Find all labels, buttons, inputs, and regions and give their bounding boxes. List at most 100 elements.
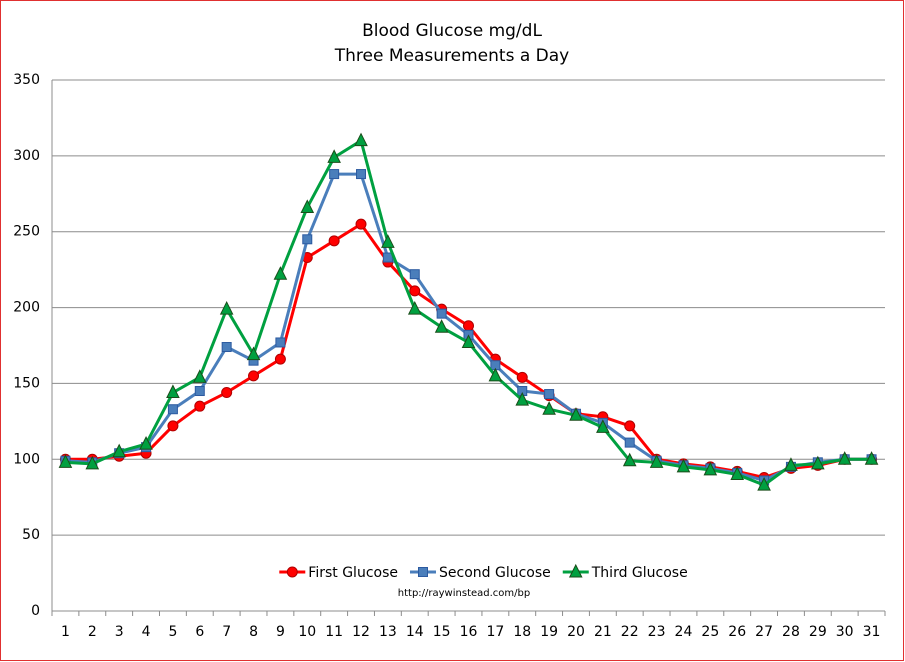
marker [624, 420, 636, 432]
marker [166, 384, 180, 399]
legend-item: First Glucose [279, 565, 398, 581]
legend: First Glucose Second Glucose Third Glucose [279, 563, 688, 581]
x-tick-label: 16 [460, 624, 478, 640]
marker [703, 461, 718, 476]
x-tick-label: 28 [782, 624, 800, 640]
marker [784, 457, 798, 471]
marker [167, 404, 178, 415]
marker [328, 235, 340, 247]
legend-item: Second Glucose [409, 565, 551, 581]
marker [515, 391, 530, 406]
x-tick-label: 29 [809, 624, 827, 640]
marker [407, 300, 422, 315]
marker [194, 386, 205, 397]
marker [649, 454, 664, 468]
x-tick-label: 30 [836, 624, 854, 640]
marker [461, 334, 476, 348]
marker [194, 400, 206, 412]
x-tick-label: 11 [325, 624, 343, 640]
marker [463, 320, 474, 332]
marker [286, 566, 298, 578]
marker [85, 455, 100, 470]
marker [409, 269, 420, 280]
marker [542, 401, 556, 415]
marker [221, 387, 233, 399]
y-tick-label: 200 [13, 300, 40, 316]
marker [329, 169, 340, 180]
x-tick-label: 25 [701, 624, 719, 640]
marker [381, 234, 395, 248]
marker [730, 466, 745, 480]
y-tick-label: 50 [22, 527, 40, 543]
marker [192, 369, 207, 383]
marker [596, 419, 610, 433]
x-tick-label: 17 [486, 624, 504, 640]
x-tick-label: 2 [88, 624, 97, 640]
marker [568, 563, 583, 578]
x-tick-label: 24 [675, 624, 693, 640]
marker [167, 420, 179, 432]
legend-label: First Glucose [308, 565, 398, 581]
marker [246, 346, 261, 361]
marker [676, 458, 691, 473]
marker [219, 300, 234, 315]
x-tick-label: 8 [249, 624, 258, 640]
marker [417, 567, 428, 577]
marker [569, 407, 583, 421]
x-tick-label: 4 [142, 624, 151, 640]
marker [302, 234, 313, 245]
marker [409, 285, 421, 297]
marker [757, 476, 771, 491]
x-tick-label: 12 [352, 624, 370, 640]
annotation: http://raywinstead.com/bp [398, 588, 530, 599]
marker [488, 367, 503, 382]
series [58, 132, 879, 491]
marker [434, 319, 449, 333]
x-tick-label: 9 [276, 624, 285, 640]
marker [354, 132, 368, 147]
marker [356, 169, 367, 180]
marker [273, 266, 288, 280]
marker [300, 199, 315, 213]
x-tick-label: 22 [621, 624, 639, 640]
legend-item: Third Glucose [562, 563, 688, 581]
marker [327, 149, 341, 163]
marker [811, 455, 825, 470]
x-tick-label: 6 [195, 624, 204, 640]
marker [622, 452, 637, 467]
x-tick-label: 3 [115, 624, 124, 640]
x-tick-label: 5 [168, 624, 177, 640]
marker [837, 451, 852, 465]
x-tick-label: 7 [222, 624, 231, 640]
marker [275, 337, 286, 348]
marker [58, 454, 73, 468]
marker [382, 252, 393, 263]
marker [221, 342, 232, 353]
y-tick-label: 250 [13, 224, 40, 240]
chart-title: Blood Glucose mg/dL [362, 21, 542, 41]
x-tick-label: 13 [379, 624, 397, 640]
y-tick-label: 100 [13, 451, 40, 467]
y-tick-label: 150 [13, 375, 40, 391]
marker [516, 371, 528, 383]
legend-label: Third Glucose [591, 565, 688, 581]
marker [436, 308, 447, 319]
legend-label: Second Glucose [439, 565, 551, 581]
x-tick-label: 26 [728, 624, 746, 640]
x-tick-label: 19 [540, 624, 558, 640]
chart-subtitle: Three Measurements a Day [334, 46, 569, 66]
x-tick-label: 23 [648, 624, 666, 640]
marker [864, 451, 879, 465]
x-tick-label: 31 [863, 624, 881, 640]
marker [624, 437, 635, 448]
x-tick-label: 10 [298, 624, 316, 640]
marker [544, 389, 555, 400]
x-tick-label: 14 [406, 624, 424, 640]
x-tick-label: 18 [513, 624, 531, 640]
y-tick-label: 0 [31, 603, 40, 619]
x-tick-label: 27 [755, 624, 773, 640]
marker [248, 370, 260, 382]
x-tick-label: 21 [594, 624, 612, 640]
